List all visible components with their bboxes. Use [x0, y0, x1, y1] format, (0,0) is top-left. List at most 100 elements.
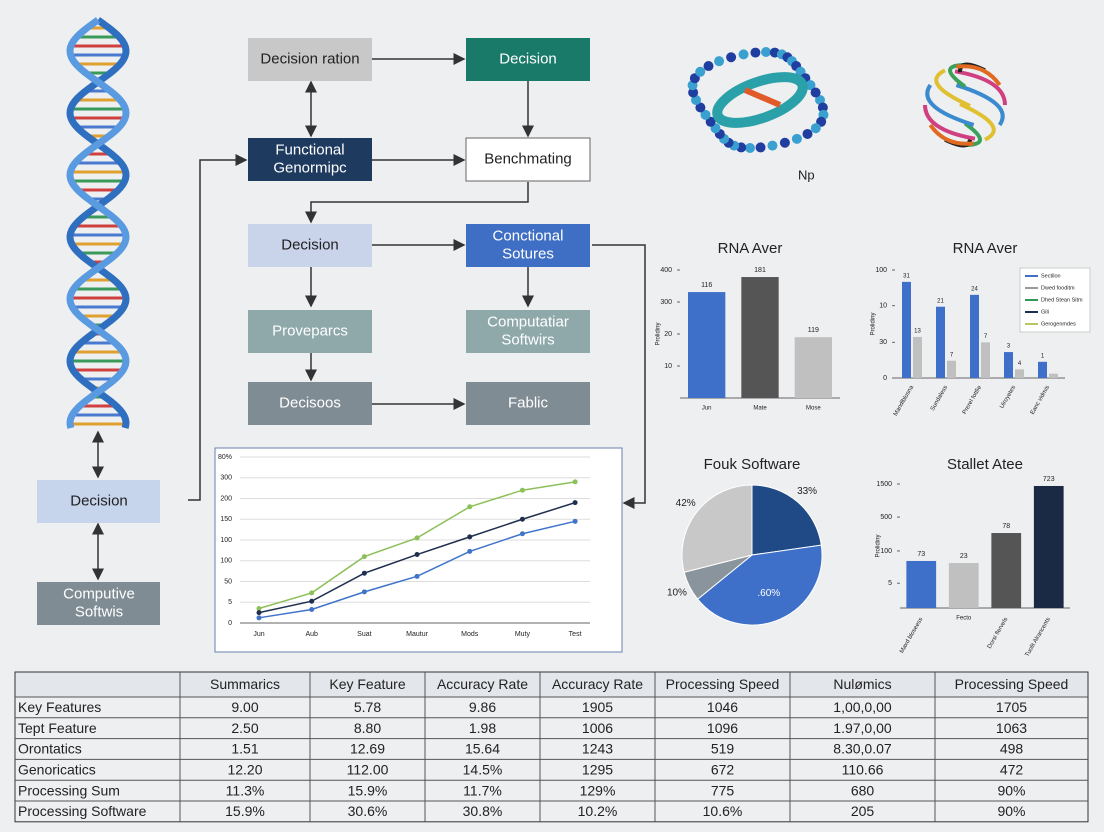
table-cell: 1705 [996, 699, 1027, 715]
bar-label: 78 [1002, 523, 1010, 530]
flow-node-label: Decision ration [260, 50, 359, 67]
bar [970, 294, 979, 378]
bar [906, 560, 937, 608]
bar [947, 360, 956, 378]
table-cell: 775 [711, 782, 735, 798]
line-point [309, 607, 315, 613]
table-cell: 15.64 [465, 741, 500, 757]
y-axis-label: Prolidiny [656, 322, 662, 345]
flow-node-label: Computive [63, 585, 135, 602]
line-chart-frame [214, 447, 623, 653]
y-tick-label: 200 [220, 495, 232, 502]
y-axis-label: Prolidiny [871, 312, 877, 335]
table-cell: Tept Feature [18, 720, 97, 736]
protein-ribbon [925, 83, 975, 127]
x-tick-label: Mate [753, 406, 767, 412]
bar-label: 116 [701, 282, 712, 289]
table-cell: 1905 [582, 699, 613, 715]
y-tick-label: 300 [660, 299, 672, 306]
table-cell: 8.30,0.07 [833, 741, 892, 757]
table-cell: 680 [851, 782, 875, 798]
flow-node-label: Softwis [75, 603, 123, 620]
x-tick-label: Mose [806, 406, 821, 412]
line-point [572, 500, 578, 506]
bar-label: 73 [917, 551, 925, 558]
flow-node-label: Fablic [508, 394, 549, 411]
line-point [361, 554, 367, 560]
line-point [414, 573, 420, 579]
x-tick-label: Maxd bloseess [899, 617, 924, 655]
table-cell: 15.9% [225, 803, 265, 819]
flow-node-label: Proveparcs [272, 322, 348, 339]
y-tick-label: 30 [879, 339, 887, 346]
table-cell: 1.98 [469, 720, 496, 736]
x-tick-label: Sundaless [930, 385, 949, 412]
protein-ribbon [955, 83, 1005, 127]
line-point [309, 590, 315, 596]
bar-label: 4 [1018, 361, 1022, 367]
protein-bead [738, 49, 749, 60]
flow-node-label: Decision [70, 492, 128, 509]
bar-label: 7 [984, 334, 988, 340]
line-point [467, 534, 473, 540]
flow-node [248, 38, 372, 81]
table-border [14, 671, 1089, 823]
x-tick-label: Mautur [406, 631, 428, 638]
protein-bead [688, 87, 699, 98]
table-cell: Key Features [18, 699, 101, 715]
flow-arrows [92, 53, 646, 581]
table-cell: 472 [1000, 762, 1024, 778]
bar-label: 3 [1007, 344, 1011, 350]
table-cell: 12.20 [227, 762, 262, 778]
line-point [519, 531, 525, 537]
table-header-bg [15, 672, 1088, 697]
table-cell: Genoricatics [18, 762, 96, 778]
line-point [467, 504, 473, 510]
pie-slice [696, 544, 823, 626]
x-tick-label: Mods [461, 631, 479, 638]
x-tick-label: Aub [305, 631, 318, 638]
bar [913, 336, 922, 378]
y-tick-label: 100 [875, 267, 887, 274]
x-tick-label: Muty [515, 631, 531, 638]
bar-label: 119 [808, 327, 819, 334]
legend-label: Dhed Stean Sitm [1041, 297, 1083, 303]
line-point [256, 615, 262, 621]
legend-label: Gerogenmdes [1041, 321, 1076, 327]
table-cell: 2.50 [231, 720, 258, 736]
bar [948, 563, 979, 608]
y-tick-label: 20 [664, 331, 672, 338]
protein-bead [695, 66, 706, 77]
protein-ribbon [959, 102, 996, 142]
bar-label: 1 [1041, 353, 1045, 359]
protein-bead [750, 47, 761, 58]
flow-node [37, 582, 160, 625]
table-cell: 1096 [707, 720, 738, 736]
bar [1004, 352, 1013, 378]
protein-bead [810, 123, 821, 134]
flow-node [248, 138, 372, 181]
table-cell: 5.78 [354, 699, 381, 715]
line-point [361, 570, 367, 576]
flow-node-label: Conctional [493, 227, 564, 244]
bar [981, 342, 990, 378]
table-cell: 10.6% [703, 803, 743, 819]
x-tick-label: Mandlblosna [893, 384, 916, 417]
table-cell: 1295 [582, 762, 613, 778]
table-cell: 1006 [582, 720, 613, 736]
flow-node [248, 382, 372, 425]
y-tick-label: 100 [220, 537, 232, 544]
bar [936, 306, 945, 378]
protein-bead [695, 102, 706, 113]
legend-label: Sectilon [1041, 273, 1061, 279]
pie-label: 10% [667, 587, 687, 598]
flow-node-label: Decision [499, 50, 557, 67]
bar [1049, 373, 1058, 378]
table-header-cell: Accuracy Rate [552, 676, 643, 692]
table-header-cell: Accuracy Rate [437, 676, 528, 692]
protein-ribbon [712, 72, 808, 128]
y-tick-label: 500 [880, 514, 892, 521]
protein-bead [691, 95, 701, 105]
line-point [572, 518, 578, 524]
legend-label: Dwed fooditm [1041, 285, 1075, 291]
